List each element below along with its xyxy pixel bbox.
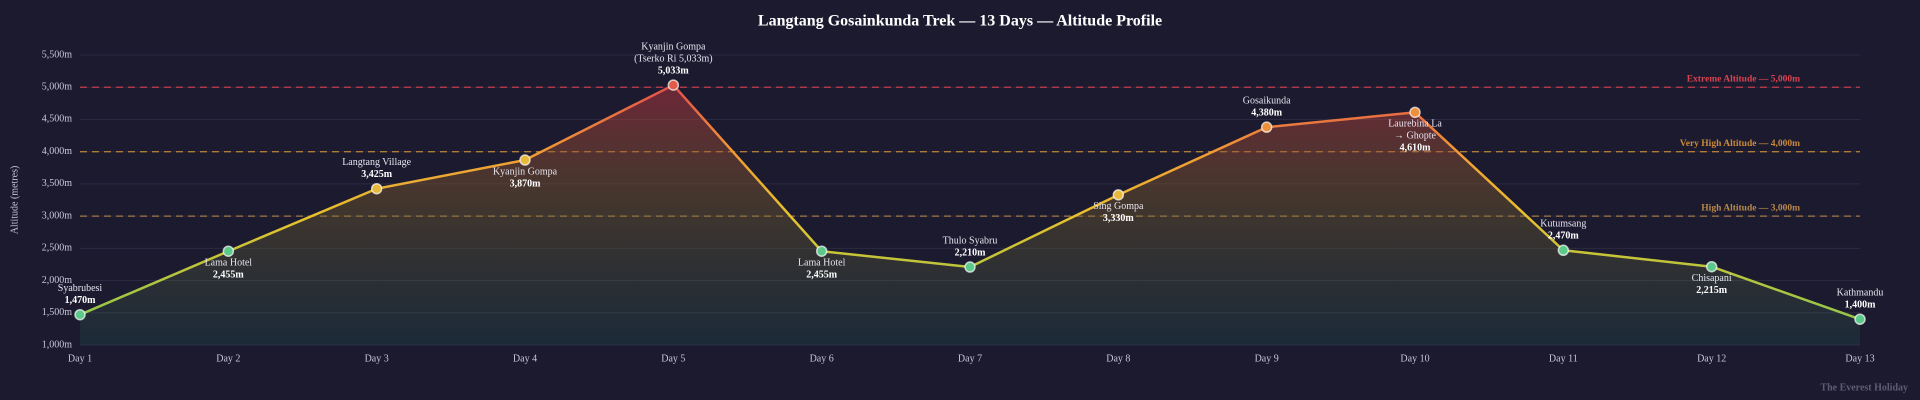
x-tick-label: Day 13 [1845, 353, 1874, 364]
data-point [1557, 244, 1570, 257]
y-tick-label: 5,000m [42, 82, 73, 93]
data-point [222, 245, 235, 257]
x-tick-label: Day 2 [216, 353, 240, 364]
data-point [1260, 121, 1273, 133]
reference-label: Extreme Altitude — 5,000m [1687, 74, 1800, 84]
value-label: 4,380m [1251, 107, 1283, 118]
x-tick-label: Day 5 [661, 353, 685, 364]
value-label: 3,330m [1103, 213, 1135, 224]
point-label: Kyanjin Gompa [641, 41, 706, 52]
data-point [370, 182, 383, 195]
x-tick-label: Day 7 [958, 353, 982, 364]
point-label: Thulo Syabru [943, 235, 998, 246]
reference-label: Very High Altitude — 4,000m [1680, 139, 1800, 149]
y-tick-label: 3,500m [42, 178, 73, 189]
point-label: Chisapani [1692, 273, 1732, 284]
y-tick-label: 4,500m [42, 114, 73, 125]
point-label: Gosaikunda [1243, 95, 1291, 106]
data-point [519, 154, 531, 166]
data-point [74, 308, 86, 321]
x-tick-label: Day 8 [1106, 353, 1130, 364]
data-point [1705, 260, 1718, 273]
x-tick-label: Day 9 [1255, 353, 1279, 364]
value-label: 2,455m [806, 270, 838, 281]
x-tick-label: Day 6 [810, 353, 834, 364]
data-point [667, 79, 680, 91]
point-label: Laurebina La [1388, 119, 1442, 130]
value-label: 2,470m [1548, 231, 1580, 242]
x-tick-label: Day 12 [1697, 353, 1726, 364]
point-label: Kathmandu [1837, 288, 1884, 299]
point-label: Kyanjin Gompa [493, 166, 558, 177]
y-tick-label: 3,000m [42, 210, 73, 221]
y-tick-label: 1,500m [42, 307, 73, 318]
value-label: 3,870m [510, 178, 542, 189]
value-label: 2,455m [213, 270, 245, 281]
point-label: Lama Hotel [205, 258, 253, 269]
y-tick-label: 2,500m [42, 243, 73, 254]
data-point [964, 261, 976, 273]
value-label: 5,033m [658, 65, 690, 76]
value-label: 1,470m [65, 295, 97, 306]
value-label: 3,425m [361, 169, 393, 180]
x-tick-label: Day 1 [68, 353, 92, 364]
data-point [1112, 189, 1125, 201]
x-tick-label: Day 3 [365, 353, 389, 364]
point-label: → Ghopte [1394, 131, 1437, 142]
value-label: 1,400m [1845, 300, 1877, 311]
y-tick-label: 2,000m [42, 275, 73, 286]
chart-title: Langtang Gosainkunda Trek — 13 Days — Al… [758, 13, 1162, 30]
point-label: Sing Gompa [1093, 201, 1144, 212]
point-label: (Tserko Ri 5,033m) [634, 53, 712, 64]
data-point [815, 245, 828, 257]
watermark: The Everest Holiday [1820, 382, 1908, 393]
point-label: Syabrubesi [58, 283, 103, 294]
value-label: 2,215m [1696, 285, 1728, 296]
data-point [1409, 106, 1421, 119]
y-tick-label: 4,000m [42, 146, 73, 157]
value-label: 2,210m [955, 247, 987, 258]
reference-label: High Altitude — 3,000m [1701, 203, 1800, 213]
y-tick-label: 1,000m [42, 339, 73, 350]
x-tick-label: Day 11 [1549, 353, 1578, 364]
value-label: 4,610m [1400, 143, 1432, 154]
point-label: Kutumsang [1540, 219, 1586, 230]
y-axis-label: Altitude (metres) [9, 166, 20, 235]
x-tick-label: Day 4 [513, 353, 537, 364]
x-tick-label: Day 10 [1400, 353, 1429, 364]
point-label: Langtang Village [342, 157, 411, 168]
area [80, 85, 1860, 346]
y-tick-label: 5,500m [42, 49, 73, 60]
data-point [1854, 313, 1866, 325]
point-label: Lama Hotel [798, 258, 846, 269]
